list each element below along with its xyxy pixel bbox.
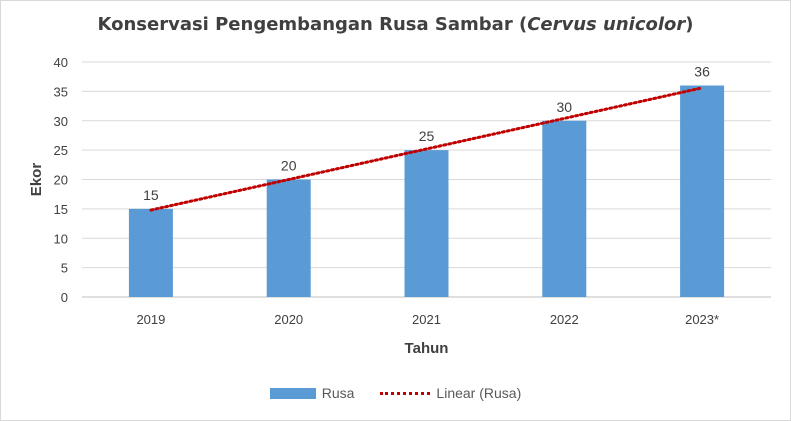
x-tick-label: 2020 — [274, 312, 303, 327]
bar-2020 — [266, 179, 311, 297]
y-tick-label: 5 — [61, 261, 68, 276]
data-label: 20 — [281, 158, 297, 174]
y-tick-label: 10 — [54, 231, 68, 246]
legend-swatch-rusa — [269, 387, 316, 399]
y-tick-label: 20 — [54, 173, 68, 188]
bar-2021 — [404, 150, 449, 297]
chart-title: Konservasi Pengembangan Rusa Sambar (Cer… — [0, 14, 791, 35]
trendline — [149, 86, 704, 212]
legend: Rusa Linear (Rusa) — [0, 385, 791, 401]
y-tick-label: 30 — [54, 114, 68, 129]
data-label: 30 — [557, 99, 573, 115]
title-end: ) — [685, 14, 694, 35]
x-tick-label: 2019 — [136, 312, 165, 327]
data-label: 36 — [694, 64, 710, 80]
legend-label-linear: Linear (Rusa) — [436, 385, 522, 401]
x-tick-label: 2023* — [685, 312, 719, 327]
bar-2019 — [128, 208, 173, 297]
legend-line-linear — [380, 391, 431, 395]
y-tick-label: 40 — [54, 55, 68, 70]
bar-2023* — [680, 85, 725, 297]
bar-2022 — [542, 120, 587, 297]
data-label: 15 — [143, 187, 159, 203]
x-axis-title: Tahun — [405, 340, 449, 357]
y-tick-label: 0 — [61, 290, 68, 305]
y-tick-label: 25 — [54, 143, 68, 158]
legend-item-linear: Linear (Rusa) — [380, 385, 521, 401]
x-tick-label: 2021 — [412, 312, 441, 327]
y-axis-title: Ekor — [28, 163, 45, 197]
data-label: 25 — [419, 128, 435, 144]
y-tick-label: 35 — [54, 84, 68, 99]
legend-label-rusa: Rusa — [321, 385, 355, 401]
x-tick-label: 2022 — [550, 312, 579, 327]
y-tick-label: 15 — [54, 202, 68, 217]
title-text: Konservasi Pengembangan Rusa Sambar ( — [97, 14, 528, 35]
title-species: Cervus unicolor — [527, 14, 686, 35]
legend-item-rusa: Rusa — [269, 385, 355, 401]
